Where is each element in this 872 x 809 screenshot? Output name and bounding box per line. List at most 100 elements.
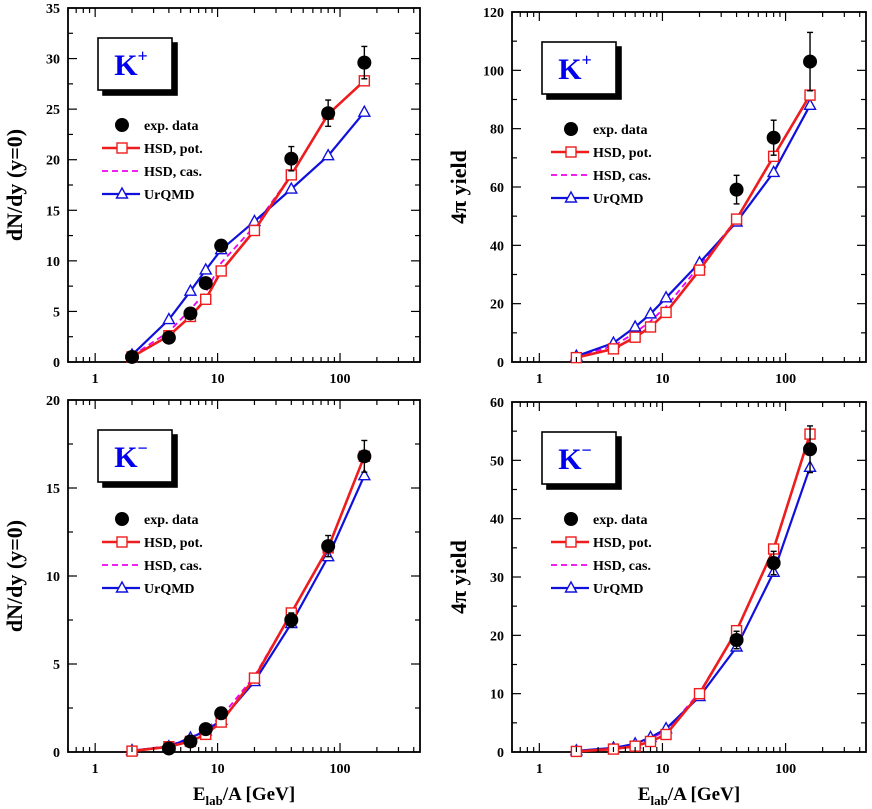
point-urqmd bbox=[162, 312, 176, 325]
series-data bbox=[729, 425, 818, 650]
y-tick-label: 15 bbox=[46, 482, 60, 497]
y-axis-label: dN/dy (y=0) bbox=[2, 520, 27, 632]
x-tick-label: 1 bbox=[536, 372, 543, 387]
point-pot bbox=[629, 331, 641, 343]
y-tick-label: 60 bbox=[490, 396, 504, 411]
point-pot bbox=[248, 224, 261, 237]
y-tick-label: 0 bbox=[53, 356, 60, 371]
x-axis-label-right: Elab/A [GeV] bbox=[638, 784, 740, 808]
point-data bbox=[803, 54, 818, 69]
x-tick-label: 1 bbox=[536, 762, 543, 777]
point-data bbox=[214, 706, 229, 721]
legend-label-cas: HSD, cas. bbox=[144, 559, 202, 574]
x-tick-label: 100 bbox=[330, 762, 351, 777]
y-tick-label: 0 bbox=[53, 746, 60, 761]
y-tick-label: 25 bbox=[46, 103, 60, 118]
y-tick-label: 10 bbox=[46, 255, 60, 270]
point-data bbox=[125, 349, 140, 364]
y-tick-label: 10 bbox=[490, 688, 504, 703]
y-tick-label: 80 bbox=[490, 123, 504, 138]
particle-box-frame bbox=[97, 37, 173, 91]
panel-kplus-dndy: exp. data HSD, pot. HSD, cas. UrQMD K+ dN/d… bbox=[2, 2, 421, 387]
legend-label-urqmd: UrQMD bbox=[144, 582, 195, 597]
legend-label-pot: HSD, pot. bbox=[144, 536, 203, 551]
legend-marker-urqmd bbox=[564, 580, 578, 593]
y-axis-label: dN/dy (y=0) bbox=[2, 129, 27, 241]
legend: exp. data HSD, pot. HSD, cas. UrQMD bbox=[551, 122, 652, 207]
point-data bbox=[766, 556, 781, 570]
point-data bbox=[284, 613, 299, 627]
y-tick-label: 20 bbox=[46, 154, 60, 169]
x-tick-label: 10 bbox=[211, 762, 225, 777]
point-urqmd bbox=[284, 181, 298, 194]
legend-label-data: exp. data bbox=[144, 513, 198, 528]
point-pot bbox=[660, 306, 672, 319]
legend-label-urqmd: UrQMD bbox=[593, 192, 644, 207]
y-tick-label: 50 bbox=[490, 454, 504, 469]
x-tick-label: 10 bbox=[211, 372, 225, 387]
y-tick-label: 40 bbox=[490, 239, 504, 254]
y-tick-label: 5 bbox=[53, 658, 60, 673]
point-data bbox=[766, 130, 781, 145]
legend-marker-data bbox=[115, 512, 129, 526]
legend-label-cas: HSD, cas. bbox=[593, 169, 651, 184]
legend: exp. data HSD, pot. HSD, cas. UrQMD bbox=[102, 512, 203, 597]
y-tick-label: 0 bbox=[497, 746, 504, 761]
point-data bbox=[321, 539, 336, 554]
legend-marker-pot bbox=[116, 142, 128, 154]
point-urqmd bbox=[199, 262, 213, 275]
point-urqmd bbox=[357, 104, 372, 117]
point-urqmd bbox=[357, 468, 372, 481]
point-urqmd bbox=[183, 283, 198, 296]
point-pot bbox=[607, 343, 620, 355]
series-data bbox=[125, 45, 372, 364]
point-data bbox=[183, 734, 198, 749]
legend-marker-pot bbox=[565, 146, 577, 158]
y-tick-label: 60 bbox=[490, 181, 504, 196]
point-urqmd bbox=[766, 164, 781, 178]
x-tick-label: 1 bbox=[92, 762, 99, 777]
point-data bbox=[198, 276, 213, 291]
point-pot bbox=[660, 728, 672, 741]
point-pot bbox=[644, 735, 657, 748]
point-pot bbox=[693, 264, 706, 276]
x-tick-label: 10 bbox=[655, 372, 669, 387]
legend-label-urqmd: UrQMD bbox=[593, 582, 644, 597]
point-pot bbox=[215, 265, 227, 277]
legend-marker-urqmd bbox=[564, 190, 578, 203]
y-tick-label: 40 bbox=[490, 513, 504, 528]
y-tick-label: 30 bbox=[490, 571, 504, 586]
y-axis-label: 4π yield bbox=[446, 150, 471, 224]
particle-box-frame bbox=[541, 431, 617, 485]
particle-label: K+ bbox=[558, 50, 592, 86]
y-tick-label: 30 bbox=[46, 53, 60, 68]
point-urqmd bbox=[643, 306, 658, 319]
legend-label-data: exp. data bbox=[593, 123, 647, 138]
point-pot bbox=[248, 672, 261, 684]
y-tick-label: 35 bbox=[46, 2, 60, 17]
x-tick-label: 100 bbox=[775, 762, 796, 777]
point-pot bbox=[644, 321, 657, 333]
particle-label-box: K+ bbox=[97, 37, 173, 91]
point-pot bbox=[730, 213, 743, 225]
point-data bbox=[214, 238, 229, 253]
series-pot bbox=[570, 89, 816, 364]
legend-label-pot: HSD, pot. bbox=[144, 142, 203, 157]
panel-kminus-dndy: exp. data HSD, pot. HSD, cas. UrQMD K− dN/d… bbox=[2, 394, 421, 777]
series-urqmd bbox=[569, 459, 817, 756]
legend-marker-urqmd bbox=[115, 186, 129, 199]
y-tick-label: 5 bbox=[53, 305, 60, 320]
y-tick-label: 100 bbox=[483, 64, 504, 79]
series-data bbox=[161, 439, 372, 756]
point-pot bbox=[693, 687, 706, 700]
legend-label-cas: HSD, cas. bbox=[144, 165, 202, 180]
point-pot bbox=[200, 293, 212, 305]
y-tick-label: 20 bbox=[490, 629, 504, 644]
y-axis-label: 4π yield bbox=[446, 540, 471, 614]
legend-label-data: exp. data bbox=[144, 119, 198, 134]
legend-marker-urqmd bbox=[115, 580, 129, 593]
y-tick-label: 20 bbox=[46, 394, 60, 409]
particle-label: K− bbox=[114, 438, 148, 474]
particle-box-frame bbox=[541, 41, 617, 95]
